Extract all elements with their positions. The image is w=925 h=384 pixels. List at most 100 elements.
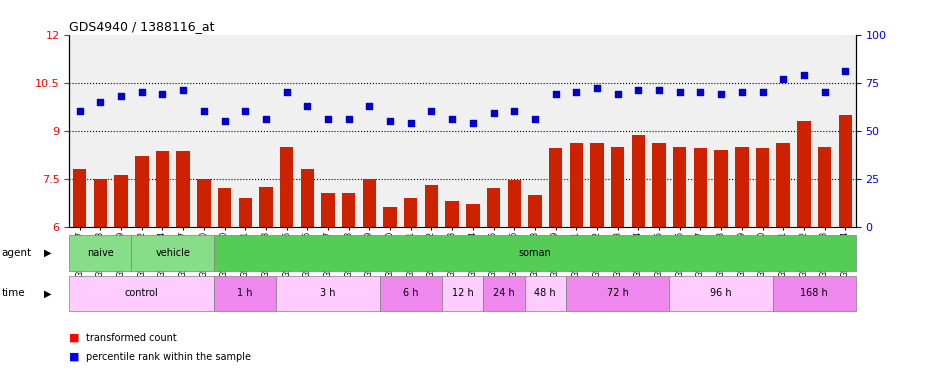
Bar: [839, 114, 852, 227]
Point: [569, 89, 584, 95]
Point: [714, 91, 729, 97]
Bar: [69, 276, 215, 311]
Text: ▶: ▶: [44, 288, 52, 298]
Bar: [773, 276, 856, 311]
Point: [672, 89, 687, 95]
Bar: [215, 276, 277, 311]
Bar: [277, 276, 380, 311]
Bar: [115, 175, 128, 227]
Bar: [73, 169, 86, 227]
Bar: [670, 276, 773, 311]
Text: 48 h: 48 h: [535, 288, 556, 298]
Bar: [69, 235, 131, 271]
Text: transformed count: transformed count: [86, 333, 177, 343]
Point: [258, 116, 274, 122]
Bar: [673, 147, 686, 227]
Bar: [131, 235, 215, 271]
Point: [134, 89, 149, 95]
Bar: [301, 169, 314, 227]
Text: 6 h: 6 h: [403, 288, 418, 298]
Point: [527, 116, 542, 122]
Point: [610, 91, 625, 97]
Bar: [549, 148, 562, 227]
Point: [383, 118, 398, 124]
Point: [176, 87, 191, 93]
Point: [487, 110, 501, 116]
Bar: [239, 198, 252, 227]
Bar: [215, 235, 856, 271]
Text: ▶: ▶: [44, 248, 52, 258]
Point: [321, 116, 336, 122]
Text: agent: agent: [2, 248, 32, 258]
Bar: [217, 188, 231, 227]
Bar: [508, 180, 521, 227]
Text: time: time: [2, 288, 26, 298]
Point: [155, 91, 170, 97]
Text: percentile rank within the sample: percentile rank within the sample: [86, 352, 251, 362]
Bar: [135, 156, 149, 227]
Bar: [566, 276, 670, 311]
Bar: [570, 143, 583, 227]
Bar: [363, 179, 376, 227]
Text: control: control: [125, 288, 159, 298]
Bar: [528, 195, 542, 227]
Bar: [652, 143, 666, 227]
Bar: [342, 193, 355, 227]
Point: [217, 118, 232, 124]
Point: [341, 116, 356, 122]
Text: 72 h: 72 h: [607, 288, 629, 298]
Bar: [446, 201, 459, 227]
Point: [817, 89, 832, 95]
Text: 12 h: 12 h: [451, 288, 474, 298]
Point: [693, 89, 708, 95]
Text: ■: ■: [69, 352, 80, 362]
Bar: [177, 151, 190, 227]
Point: [403, 120, 418, 126]
Bar: [483, 276, 524, 311]
Bar: [756, 148, 770, 227]
Text: 24 h: 24 h: [493, 288, 514, 298]
Text: soman: soman: [519, 248, 551, 258]
Text: naive: naive: [87, 248, 114, 258]
Text: vehicle: vehicle: [155, 248, 191, 258]
Bar: [380, 276, 442, 311]
Point: [238, 108, 253, 114]
Bar: [487, 188, 500, 227]
Point: [300, 103, 314, 109]
Point: [651, 87, 666, 93]
Point: [445, 116, 460, 122]
Text: 168 h: 168 h: [800, 288, 828, 298]
Bar: [321, 193, 335, 227]
Text: GDS4940 / 1388116_at: GDS4940 / 1388116_at: [69, 20, 215, 33]
Point: [589, 85, 604, 91]
Bar: [197, 179, 211, 227]
Bar: [818, 147, 832, 227]
Bar: [797, 121, 810, 227]
Point: [465, 120, 480, 126]
Point: [631, 87, 646, 93]
Bar: [404, 198, 417, 227]
Bar: [714, 150, 728, 227]
Point: [734, 89, 749, 95]
Bar: [425, 185, 438, 227]
Bar: [632, 136, 645, 227]
Bar: [590, 143, 604, 227]
Point: [549, 91, 563, 97]
Bar: [466, 204, 479, 227]
Text: 3 h: 3 h: [320, 288, 336, 298]
Bar: [524, 276, 566, 311]
Point: [279, 89, 294, 95]
Point: [796, 72, 811, 78]
Bar: [776, 143, 790, 227]
Bar: [280, 147, 293, 227]
Bar: [259, 187, 273, 227]
Bar: [694, 148, 708, 227]
Point: [114, 93, 129, 99]
Text: 96 h: 96 h: [710, 288, 732, 298]
Text: 1 h: 1 h: [238, 288, 253, 298]
Bar: [610, 147, 624, 227]
Point: [776, 76, 791, 82]
Point: [507, 108, 522, 114]
Bar: [735, 147, 748, 227]
Bar: [155, 151, 169, 227]
